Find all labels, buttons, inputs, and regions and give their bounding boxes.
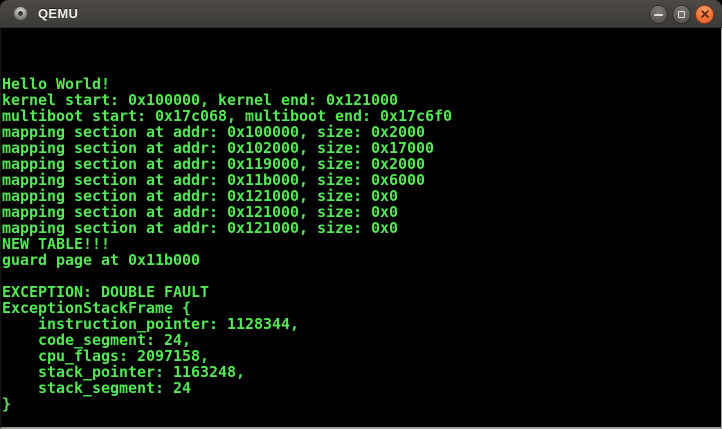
terminal-line: mapping section at addr: 0x100000, size:… [2, 123, 426, 141]
terminal-line: stack_segment: 24 [2, 379, 192, 397]
terminal-line: kernel start: 0x100000, kernel end: 0x12… [2, 91, 399, 109]
terminal-line: } [2, 395, 12, 413]
window-controls [649, 0, 714, 28]
terminal-line: cpu_flags: 2097158, [2, 347, 210, 365]
terminal-line: instruction_pointer: 1128344, [2, 315, 300, 333]
window-title: QEMU [38, 6, 79, 21]
terminal-line [2, 268, 721, 284]
terminal-line [2, 60, 721, 76]
terminal-line: Hello World! [2, 75, 111, 93]
qemu-logo-icon [14, 7, 27, 20]
terminal-line: mapping section at addr: 0x102000, size:… [2, 139, 435, 157]
terminal-line: NEW TABLE!!! [2, 235, 111, 253]
vga-display[interactable]: Hello World! kernel start: 0x100000, kern… [0, 28, 722, 429]
terminal-line: mapping section at addr: 0x11b000, size:… [2, 171, 426, 189]
maximize-icon [678, 10, 685, 18]
terminal-line: mapping section at addr: 0x119000, size:… [2, 155, 426, 173]
terminal-line [2, 44, 721, 60]
terminal-line [2, 412, 721, 427]
terminal-line: mapping section at addr: 0x121000, size:… [2, 187, 399, 205]
terminal-line: guard page at 0x11b000 [2, 251, 201, 269]
terminal-line: ExceptionStackFrame { [2, 299, 192, 317]
terminal-line: multiboot start: 0x17c068, multiboot end… [2, 107, 453, 125]
terminal-line: EXCEPTION: DOUBLE FAULT [2, 283, 210, 301]
close-button[interactable] [695, 4, 714, 24]
terminal-line: stack_pointer: 1163248, [2, 363, 246, 381]
titlebar[interactable]: QEMU [0, 0, 722, 28]
terminal-line: mapping section at addr: 0x121000, size:… [2, 219, 399, 237]
maximize-button[interactable] [672, 4, 691, 24]
minimize-button[interactable] [649, 4, 668, 24]
terminal-screen: Hello World! kernel start: 0x100000, kern… [2, 28, 721, 427]
terminal-line [2, 28, 721, 44]
minimize-icon [654, 13, 663, 16]
terminal-line: code_segment: 24, [2, 331, 192, 349]
terminal-line: mapping section at addr: 0x121000, size:… [2, 203, 399, 221]
